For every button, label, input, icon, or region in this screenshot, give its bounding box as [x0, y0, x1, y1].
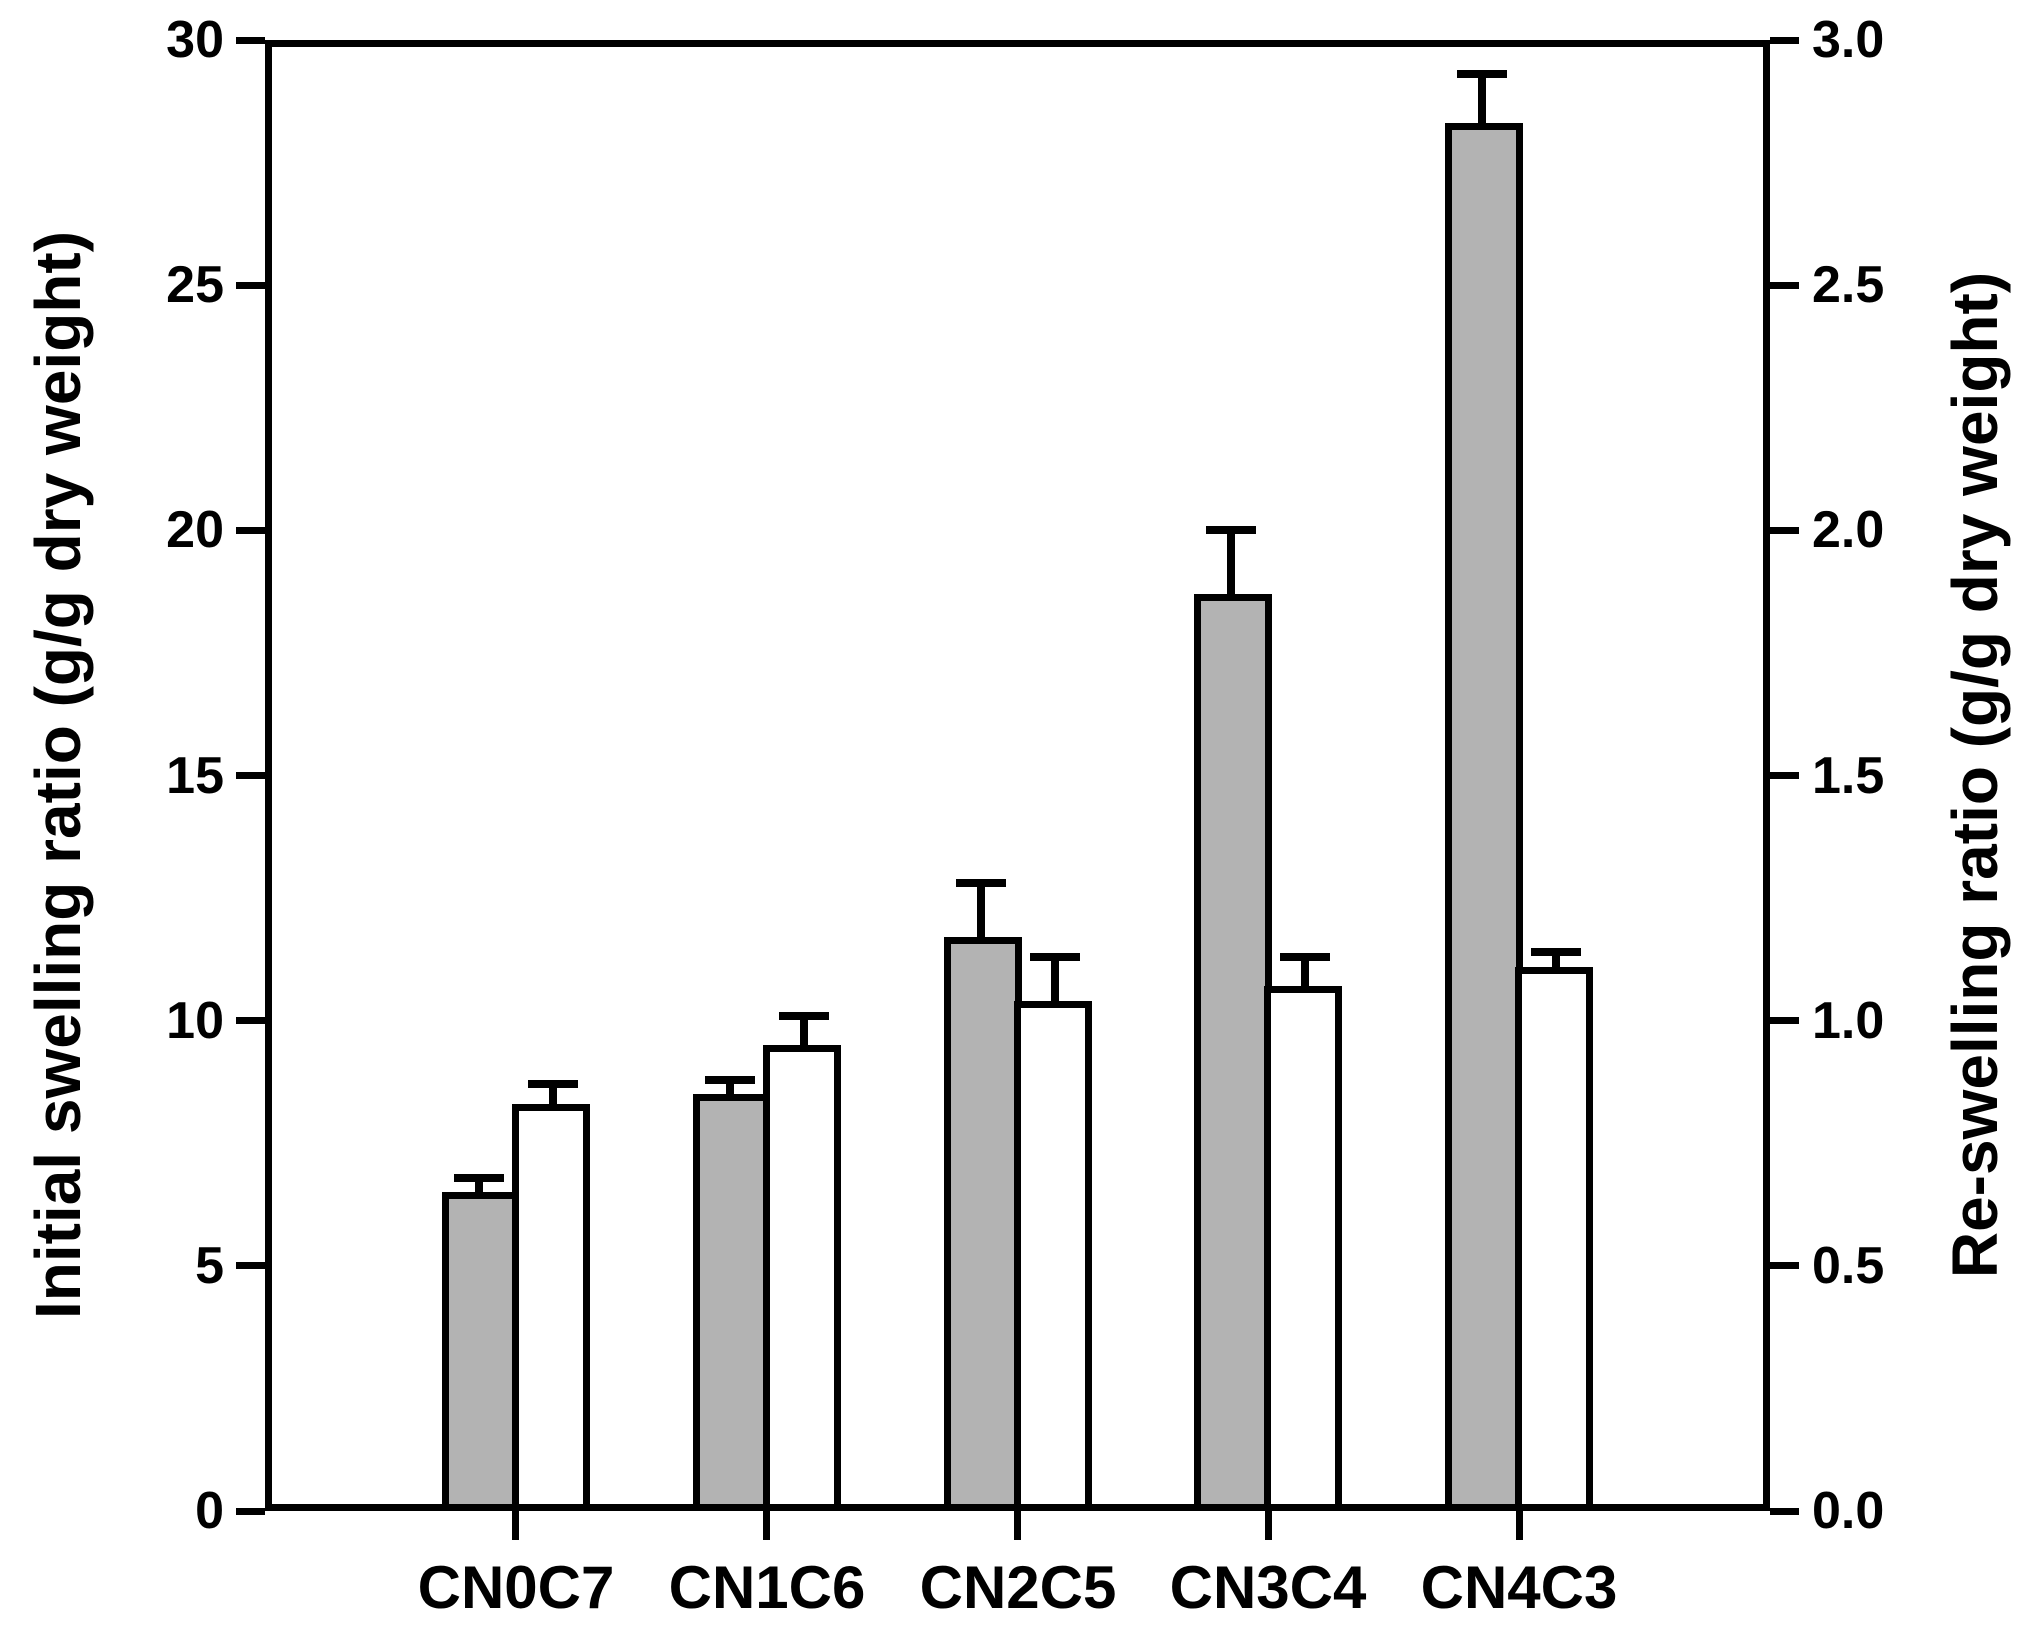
x-axis-category-label: CN0C7	[417, 1554, 615, 1621]
error-bar-stem	[977, 883, 985, 937]
left-axis-tick-label: 15	[166, 747, 224, 805]
left-axis-tick	[236, 772, 265, 779]
right-axis-tick-label: 2.5	[1812, 256, 1885, 314]
x-axis-category-label: CN3C4	[1169, 1554, 1367, 1621]
error-bar-cap	[1030, 953, 1080, 961]
bar-re-swelling	[1515, 967, 1593, 1511]
right-axis-tick-label: 1.0	[1812, 992, 1885, 1050]
error-bar-stem	[1051, 957, 1059, 1001]
error-bar-cap	[956, 879, 1006, 887]
error-bar-cap	[1457, 70, 1507, 78]
left-axis-tick	[236, 37, 265, 44]
left-axis-tick-label: 25	[166, 256, 224, 314]
error-bar-stem	[1227, 530, 1235, 594]
left-axis-tick-label: 30	[166, 11, 224, 69]
error-bar-cap	[1280, 953, 1330, 961]
right-axis-tick	[1770, 1017, 1799, 1024]
bar-initial-swelling	[944, 937, 1022, 1511]
x-axis-tick	[763, 1511, 770, 1540]
left-axis-tick	[236, 1508, 265, 1515]
left-axis-tick-label: 10	[166, 992, 224, 1050]
right-axis-tick-label: 0.5	[1812, 1237, 1885, 1295]
left-axis-tick-label: 0	[195, 1482, 224, 1540]
x-axis-tick	[512, 1511, 519, 1540]
right-axis-tick	[1770, 37, 1799, 44]
right-axis-tick	[1770, 527, 1799, 534]
error-bar-cap	[1531, 948, 1581, 956]
bar-initial-swelling	[693, 1094, 771, 1511]
x-axis-tick	[1265, 1511, 1272, 1540]
error-bar-cap	[454, 1174, 504, 1182]
right-axis-tick	[1770, 772, 1799, 779]
error-bar-stem	[549, 1084, 557, 1104]
error-bar-stem	[475, 1178, 483, 1193]
error-bar-cap	[705, 1076, 755, 1084]
error-bar-stem	[1301, 957, 1309, 986]
x-axis-tick	[1014, 1511, 1021, 1540]
right-axis-tick-label: 1.5	[1812, 747, 1885, 805]
right-axis-tick	[1770, 1508, 1799, 1515]
error-bar-stem	[800, 1016, 808, 1045]
bar-re-swelling	[763, 1045, 841, 1511]
x-axis-category-label: CN2C5	[919, 1554, 1117, 1621]
bar-initial-swelling	[1194, 594, 1272, 1511]
x-axis-category-label: CN4C3	[1420, 1554, 1618, 1621]
error-bar-stem	[1478, 74, 1486, 123]
x-axis-category-label: CN1C6	[668, 1554, 866, 1621]
bar-re-swelling	[1264, 986, 1342, 1511]
right-axis-tick-label: 2.0	[1812, 501, 1885, 559]
left-axis-tick-label: 5	[195, 1237, 224, 1295]
right-axis-tick-label: 3.0	[1812, 11, 1885, 69]
right-axis-tick	[1770, 282, 1799, 289]
error-bar-cap	[528, 1080, 578, 1088]
left-axis-tick	[236, 282, 265, 289]
error-bar-cap	[779, 1012, 829, 1020]
left-axis-tick	[236, 527, 265, 534]
error-bar-cap	[1206, 526, 1256, 534]
error-bar-stem	[1552, 952, 1560, 967]
left-axis-tick	[236, 1262, 265, 1269]
left-axis-tick	[236, 1017, 265, 1024]
bar-initial-swelling	[442, 1192, 520, 1511]
right-axis-tick-label: 0.0	[1812, 1482, 1885, 1540]
right-axis-tick	[1770, 1262, 1799, 1269]
error-bar-stem	[726, 1080, 734, 1095]
left-axis-tick-label: 20	[166, 501, 224, 559]
x-axis-tick	[1516, 1511, 1523, 1540]
bar-re-swelling	[512, 1104, 590, 1511]
bar-re-swelling	[1014, 1001, 1092, 1511]
bar-initial-swelling	[1445, 123, 1523, 1511]
